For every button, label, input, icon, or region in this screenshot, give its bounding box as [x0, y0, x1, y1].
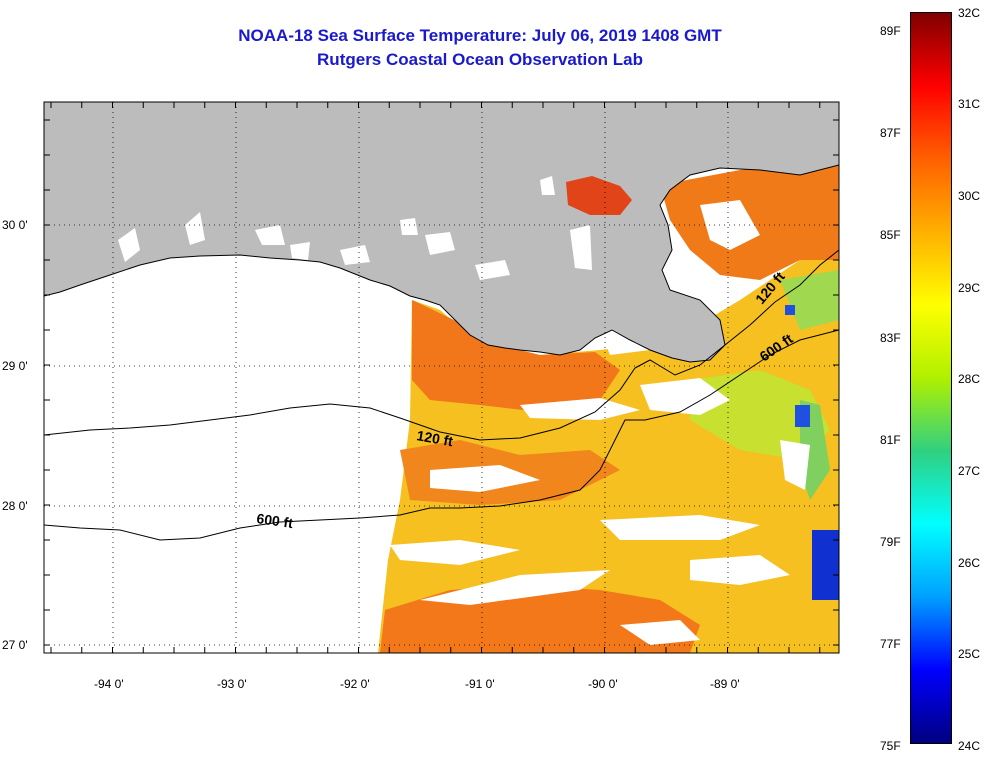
colorbar-f-label: 77F — [880, 637, 901, 651]
temperature-colorbar — [910, 12, 952, 744]
colorbar-c-label: 24C — [958, 739, 981, 753]
colorbar-c-label: 31C — [958, 97, 981, 111]
lon-label: -91 0' — [465, 677, 495, 691]
lon-label: -93 0' — [217, 677, 247, 691]
lon-label: -92 0' — [340, 677, 370, 691]
colorbar-f-label: 79F — [880, 535, 901, 549]
colorbar-f-label: 87F — [880, 126, 901, 140]
graticule — [44, 102, 839, 653]
lat-label: 27 0' — [2, 638, 28, 652]
colorbar-c-label: 29C — [958, 281, 981, 295]
contour-label-120-west: 120 ft — [415, 427, 454, 449]
sst-coastal-red — [566, 176, 632, 215]
lon-label: -94 0' — [94, 677, 124, 691]
colorbar-c-label: 25C — [958, 647, 981, 661]
contour-label-600-west: 600 ft — [256, 510, 295, 531]
colorbar-f-label: 89F — [880, 24, 901, 38]
sst-blue-patch2 — [795, 405, 810, 427]
sst-blue-patch3 — [785, 305, 795, 315]
colorbar-f-label: 85F — [880, 228, 901, 242]
colorbar-f-label: 75F — [880, 739, 901, 753]
colorbar-c-label: 30C — [958, 189, 981, 203]
colorbar-c-label: 27C — [958, 464, 981, 478]
map-subtitle: Rutgers Coastal Ocean Observation Lab — [317, 50, 643, 69]
contour-120ft — [44, 249, 839, 441]
map-title: NOAA-18 Sea Surface Temperature: July 06… — [238, 26, 722, 45]
contour-lines — [44, 249, 839, 541]
sst-field — [378, 160, 839, 653]
lat-label: 29 0' — [2, 359, 28, 373]
colorbar-f-label: 83F — [880, 331, 901, 345]
plot-frame — [43, 101, 840, 654]
sst-blue-patch — [812, 530, 839, 600]
axis-ticks — [44, 102, 839, 653]
contour-600ft — [44, 329, 839, 541]
inland-water — [118, 176, 592, 280]
lon-label: -89 0' — [710, 677, 740, 691]
colorbar-c-label: 28C — [958, 372, 981, 386]
lat-label: 28 0' — [2, 499, 28, 513]
colorbar-c-label: 26C — [958, 556, 981, 570]
lat-label: 30 0' — [2, 218, 28, 232]
sst-greenish-east — [690, 370, 830, 460]
land-mass — [44, 102, 839, 363]
colorbar-c-label: 32C — [958, 6, 981, 20]
colorbar-f-label: 81F — [880, 433, 901, 447]
lon-label: -90 0' — [588, 677, 618, 691]
